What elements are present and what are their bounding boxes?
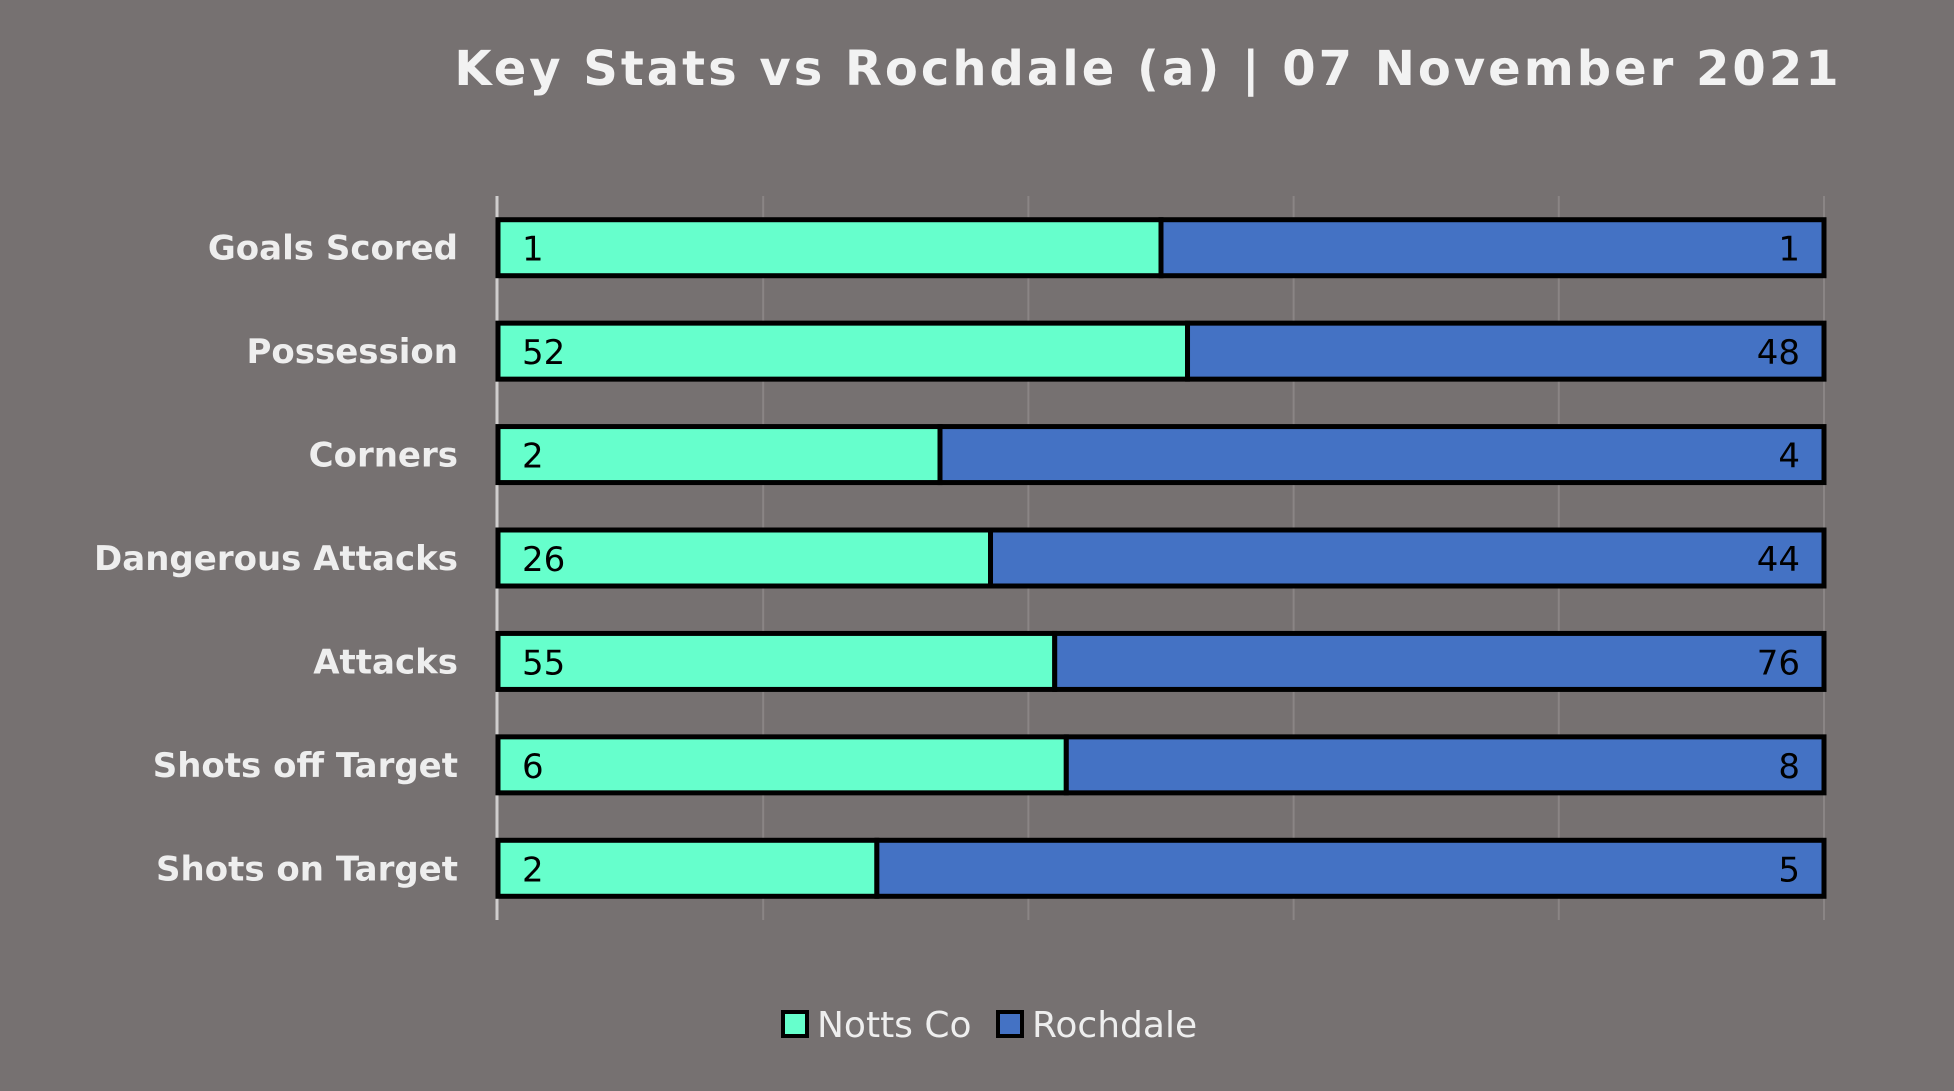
data-label-rochdale: 8 xyxy=(1778,747,1800,787)
bars xyxy=(495,217,1827,899)
bar-notts-co xyxy=(495,630,1058,692)
category-label: Shots off Target xyxy=(153,746,458,786)
data-label-notts-co: 2 xyxy=(522,437,544,477)
bar-notts-co xyxy=(495,320,1191,382)
category-label: Dangerous Attacks xyxy=(94,539,458,579)
bar-rochdale xyxy=(1158,217,1827,279)
data-label-notts-co: 55 xyxy=(522,643,565,683)
data-label-notts-co: 6 xyxy=(522,747,544,787)
bar-notts-co xyxy=(495,217,1164,279)
bar-notts-co xyxy=(495,734,1069,796)
data-label-rochdale: 44 xyxy=(1757,540,1800,580)
bar-rochdale xyxy=(937,424,1827,486)
data-label-rochdale: 1 xyxy=(1778,230,1800,270)
bar-rochdale xyxy=(988,527,1827,589)
data-label-notts-co: 1 xyxy=(522,230,544,270)
data-label-notts-co: 52 xyxy=(522,333,565,373)
data-label-rochdale: 4 xyxy=(1778,437,1800,477)
category-label: Corners xyxy=(309,436,458,476)
category-labels: Goals Scored Possession Corners Dangerous A… xyxy=(94,229,458,890)
legend: Notts Co Rochdale xyxy=(781,1005,1197,1046)
chart-title: Key Stats vs Rochdale (a) | 07 November … xyxy=(454,41,1841,97)
bar-notts-co xyxy=(495,527,994,589)
legend-rochdale-swatch xyxy=(996,1010,1024,1038)
category-label: Attacks xyxy=(313,642,458,682)
data-label-notts-co: 2 xyxy=(522,850,544,890)
data-label-notts-co: 26 xyxy=(522,540,565,580)
bar-rochdale xyxy=(874,837,1827,899)
legend-rochdale: Rochdale xyxy=(996,1005,1197,1046)
bar-rochdale xyxy=(1185,320,1827,382)
category-label: Possession xyxy=(246,332,458,372)
bar-notts-co xyxy=(495,837,880,899)
legend-notts-co-label: Notts Co xyxy=(817,1005,972,1046)
data-label-rochdale: 76 xyxy=(1757,643,1800,683)
data-label-rochdale: 48 xyxy=(1757,333,1800,373)
bar-notts-co xyxy=(495,424,943,486)
legend-notts-co: Notts Co xyxy=(781,1005,972,1046)
data-labels: 1 1 52 48 2 4 26 44 55 76 6 8 2 5 xyxy=(522,230,1800,891)
legend-notts-co-swatch xyxy=(781,1010,809,1038)
legend-rochdale-label: Rochdale xyxy=(1032,1005,1197,1046)
data-label-rochdale: 5 xyxy=(1778,850,1800,890)
bar-rochdale xyxy=(1063,734,1827,796)
bar-rochdale xyxy=(1052,630,1827,692)
category-label: Goals Scored xyxy=(208,229,458,269)
category-label: Shots on Target xyxy=(156,849,458,889)
